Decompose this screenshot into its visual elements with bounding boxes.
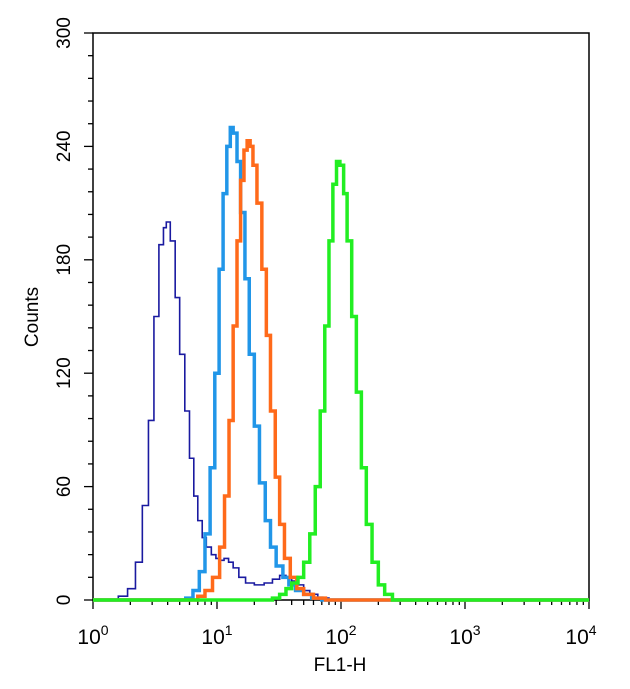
x-axis-label: FL1-H [314, 655, 367, 676]
y-tick-label: 120 [54, 357, 75, 389]
x-tick-exponent: 2 [349, 622, 357, 638]
x-tick-exponent: 0 [101, 622, 109, 638]
y-tick-label: 60 [54, 476, 75, 497]
y-tick-label: 240 [54, 131, 75, 163]
x-tick-base: 10 [201, 626, 224, 649]
x-axis-ticks: 100 101 102 103 104 [77, 600, 597, 649]
x-tick-exponent: 3 [473, 622, 481, 638]
x-tick-base: 10 [449, 626, 472, 649]
x-tick-base: 10 [77, 626, 100, 649]
x-tick-label: 102 [325, 622, 356, 649]
x-tick-label: 101 [201, 622, 232, 649]
x-tick-label: 103 [449, 622, 480, 649]
x-tick-exponent: 1 [225, 622, 233, 638]
x-tick-base: 10 [565, 626, 588, 649]
x-tick-label: 100 [77, 622, 108, 649]
x-tick-label: 104 [565, 622, 596, 649]
x-tick-exponent: 4 [589, 622, 597, 638]
plot-frame [92, 32, 590, 601]
y-tick-label: 180 [54, 244, 75, 276]
histogram-series-line [93, 138, 589, 602]
y-axis-label: Counts [22, 287, 43, 347]
y-tick-label: 0 [54, 595, 75, 606]
x-tick-base: 10 [325, 626, 348, 649]
y-axis-ticks: 0 60 120 180 240 300 [54, 17, 93, 605]
histogram-series-line [93, 159, 589, 602]
y-tick-label: 300 [54, 17, 75, 49]
series-layer [93, 125, 589, 602]
